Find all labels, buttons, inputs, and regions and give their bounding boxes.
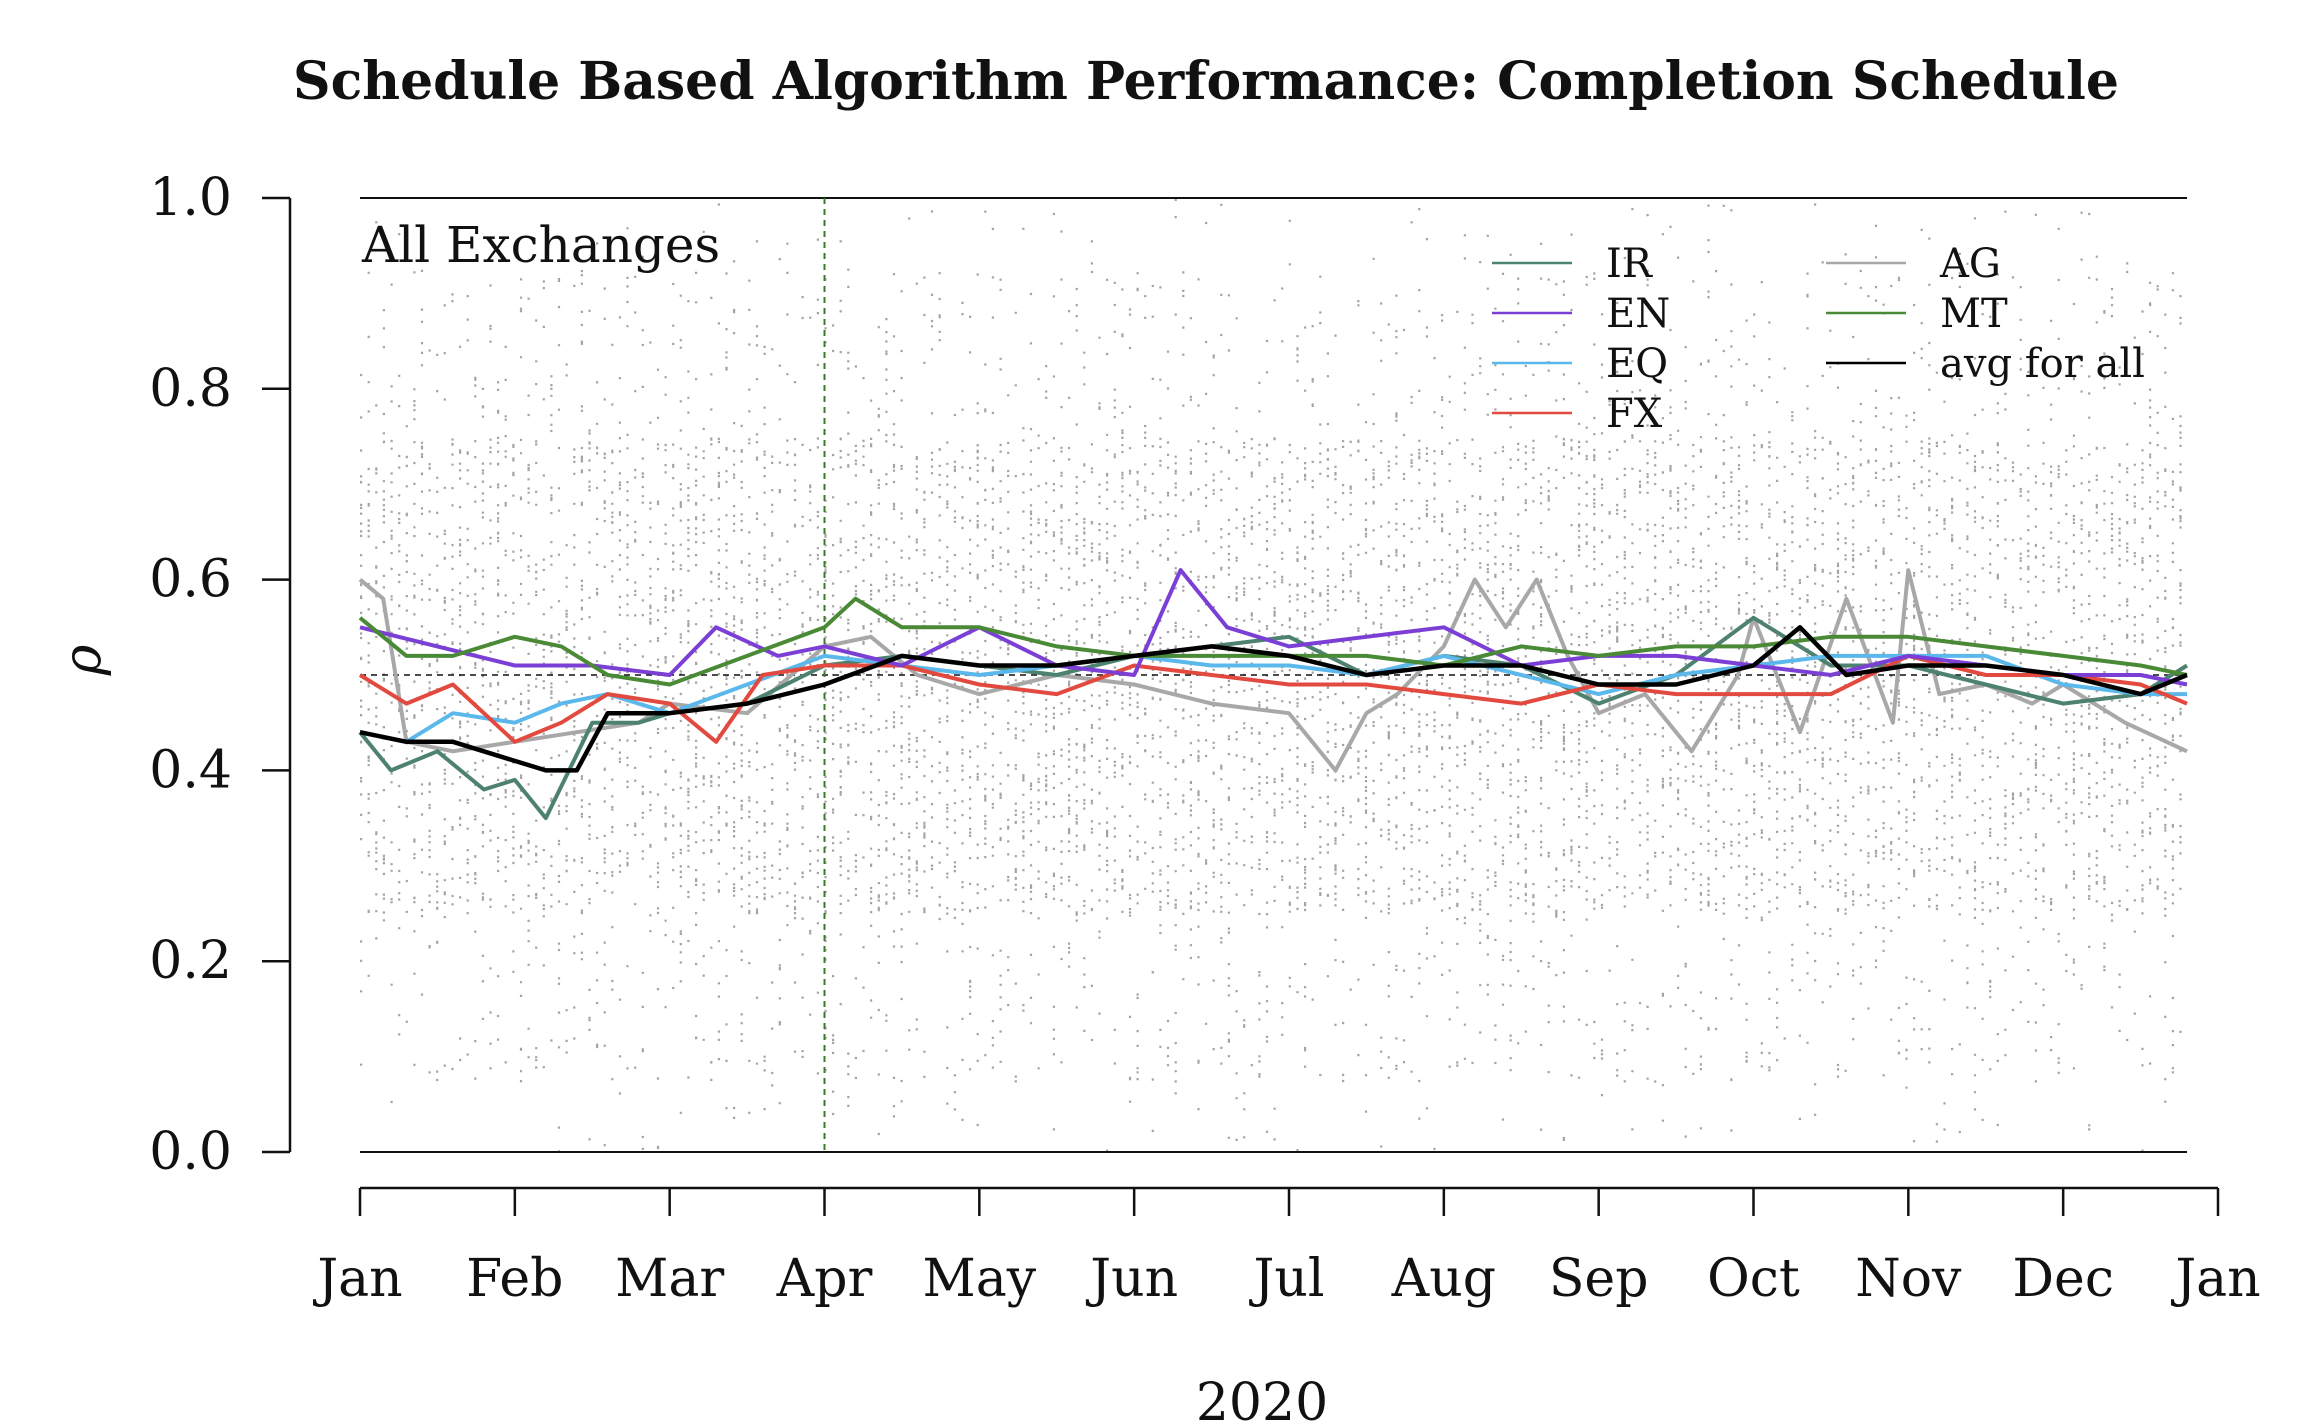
x-axis-title: 2020 bbox=[1196, 1373, 1328, 1428]
x-axis: Jan Feb Mar Apr May Jun Jul Aug Sep Oct Nov Dec Jan bbox=[312, 1186, 2261, 1309]
legend-label-en: EN bbox=[1606, 291, 1670, 337]
x-tick-label: May bbox=[923, 1249, 1037, 1309]
series-line-avg-for-all bbox=[359, 625, 2188, 773]
series-line-eq bbox=[359, 653, 2187, 744]
y-tick-label: 0.8 bbox=[149, 359, 232, 419]
x-tick-label: Jun bbox=[1085, 1249, 1178, 1309]
scatter-points bbox=[360, 198, 2182, 1153]
x-tick-label: Nov bbox=[1855, 1249, 1962, 1309]
x-tick-label: Mar bbox=[615, 1249, 724, 1309]
y-tick-label: 0.6 bbox=[149, 550, 232, 610]
y-tick-label: 0.0 bbox=[149, 1122, 232, 1182]
x-tick-label: Feb bbox=[466, 1249, 563, 1309]
background-scatter bbox=[360, 198, 2182, 1153]
legend-label-ag: AG bbox=[1939, 241, 2001, 287]
y-tick-label: 0.4 bbox=[149, 740, 232, 800]
x-tick-label: Oct bbox=[1707, 1249, 1800, 1309]
series-lines bbox=[358, 568, 2189, 821]
series-line-fx bbox=[358, 653, 2188, 744]
legend-label-eq: EQ bbox=[1606, 341, 1668, 387]
y-tick-label: 1.0 bbox=[149, 168, 232, 228]
legend-label-ir: IR bbox=[1606, 241, 1654, 287]
series-line-mt bbox=[358, 596, 2188, 687]
legend-label-mt: MT bbox=[1940, 291, 2008, 337]
y-axis-title: ρ bbox=[53, 644, 113, 676]
y-axis: 0.0 0.2 0.4 0.6 0.8 1.0 bbox=[149, 168, 292, 1182]
x-tick-label: Dec bbox=[2012, 1249, 2114, 1309]
legend-label-avg-for-all: avg for all bbox=[1940, 341, 2145, 387]
x-tick-label: Jul bbox=[1249, 1249, 1325, 1309]
chart-title: Schedule Based Algorithm Performance: Co… bbox=[293, 51, 2119, 112]
x-tick-label: Sep bbox=[1549, 1249, 1649, 1309]
y-tick-label: 0.2 bbox=[149, 931, 232, 991]
legend-label-fx: FX bbox=[1606, 391, 1663, 437]
x-tick-label: Jan bbox=[312, 1249, 402, 1309]
x-tick-label: Aug bbox=[1391, 1249, 1496, 1309]
series-line-ir bbox=[358, 615, 2189, 821]
reference-lines bbox=[360, 197, 2188, 1153]
x-tick-label: Apr bbox=[776, 1249, 873, 1309]
x-tick-label: Jan bbox=[2170, 1249, 2260, 1309]
panel-label: All Exchanges bbox=[361, 216, 720, 274]
series-line-en bbox=[359, 568, 2188, 687]
